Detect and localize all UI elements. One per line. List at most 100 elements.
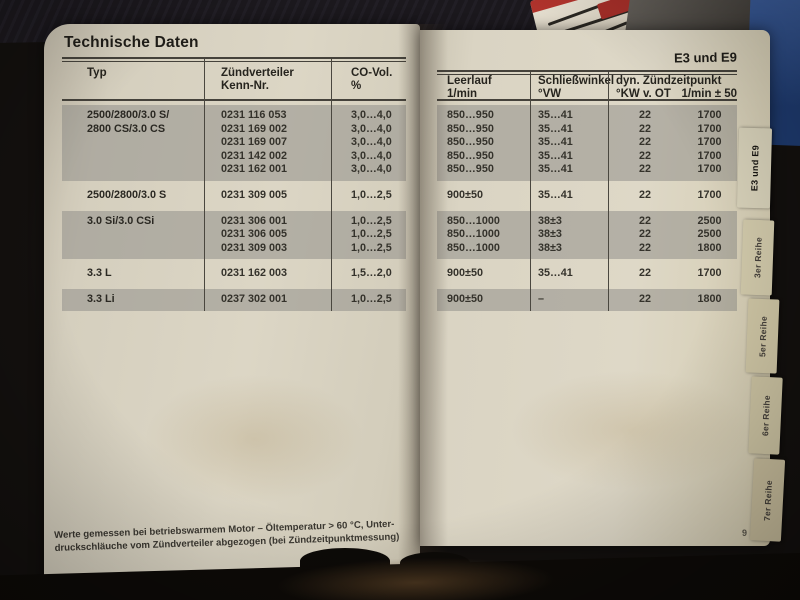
cell-drehzahl: 1800 [697, 292, 722, 305]
cell-leerlauf: 850…950 [447, 163, 494, 176]
table-group: 3.3 Li 0237 302 001 1,0…2,5 [62, 288, 406, 311]
cell-kw-vor-ot: 22 [638, 122, 651, 135]
page-number-right: 9 [742, 528, 748, 538]
index-tab-6er-reihe: 6er Reihe [748, 376, 783, 455]
cell-kw-vor-ot: 22 [638, 241, 651, 254]
cell-kenn-nr: 0231 309 005 [221, 188, 288, 201]
cell-typ: 3.0 Si/3.0 CSi [87, 214, 155, 227]
cell-co-vol: 3,0…4,0 [351, 163, 392, 176]
cell-schliesswinkel: 38±3 [538, 228, 562, 241]
index-tab-5er-reihe: 5er Reihe [745, 298, 780, 374]
cell-kenn-nr: 0231 309 003 [221, 241, 288, 254]
cell-schliesswinkel: 35…41 [538, 163, 573, 176]
table-group: 850…950 850…950 850…950 850…950 850…950 … [437, 105, 737, 181]
cell-drehzahl: 1700 [697, 267, 722, 280]
left-table-header: Typ Zündverteiler Kenn-Nr. CO-Vol. % [62, 59, 406, 101]
cell-leerlauf: 850…1000 [447, 241, 500, 254]
right-page: E3 und E9 Leerlauf 1/min Schließwinkel °… [420, 30, 770, 546]
cell-kw-vor-ot: 22 [638, 292, 651, 305]
cell-co-vol: 1,5…2,0 [351, 267, 392, 280]
cell-leerlauf: 850…950 [447, 109, 494, 121]
cell-drehzahl: 1800 [697, 241, 722, 254]
table-group: 900±50 35…41 22 1700 [437, 263, 737, 285]
column-header-leerlauf: Leerlauf [447, 75, 492, 87]
cell-kw-vor-ot: 22 [638, 188, 651, 201]
cell-co-vol: 3,0…4,0 [351, 149, 392, 162]
right-table: Leerlauf 1/min Schließwinkel °VW dyn. Zü… [437, 70, 737, 311]
column-divider [530, 72, 532, 311]
cell-schliesswinkel: – [538, 292, 545, 305]
table-group: 900±50 35…41 22 1700 [437, 185, 737, 207]
cell-schliesswinkel: 35…41 [538, 136, 573, 149]
cell-kw-vor-ot: 22 [638, 267, 651, 280]
cell-kenn-nr: 0231 162 003 [221, 267, 288, 280]
cell-kenn-nr: 0231 142 002 [221, 149, 288, 162]
cell-kenn-nr: 0231 162 001 [221, 163, 288, 176]
cell-kenn-nr: 0231 169 007 [221, 136, 288, 149]
cell-schliesswinkel: 35…41 [538, 122, 573, 135]
cell-drehzahl: 1700 [697, 136, 722, 149]
cell-drehzahl: 2500 [697, 228, 722, 241]
column-divider [204, 59, 206, 311]
cell-kw-vor-ot: 22 [638, 228, 651, 241]
column-header-zuendzeitpunkt: dyn. Zündzeitpunkt [616, 75, 722, 87]
cell-drehzahl: 1700 [697, 109, 722, 121]
cell-co-vol: 1,0…2,5 [351, 228, 392, 241]
column-divider [608, 72, 610, 311]
column-header-typ: Typ [87, 67, 107, 79]
cell-schliesswinkel: 38±3 [538, 241, 562, 254]
column-divider [331, 59, 333, 311]
paper-stain [510, 370, 750, 490]
page-title: Technische Daten [64, 34, 199, 51]
cell-leerlauf: 900±50 [447, 292, 483, 305]
cell-drehzahl: 2500 [697, 214, 722, 227]
paper-stain [144, 374, 364, 504]
cell-typ: 2500/2800/3.0 S/ [87, 109, 170, 121]
cell-kenn-nr: 0237 302 001 [221, 292, 288, 305]
cell-kw-vor-ot: 22 [638, 109, 651, 121]
index-tab-3er-reihe: 3er Reihe [740, 219, 775, 296]
left-page: Technische Daten Typ Zündverteiler Kenn-… [44, 24, 420, 586]
cell-leerlauf: 900±50 [447, 267, 483, 280]
cell-co-vol: 3,0…4,0 [351, 109, 392, 121]
cell-leerlauf: 850…950 [447, 149, 494, 162]
cell-schliesswinkel: 35…41 [538, 149, 573, 162]
cell-leerlauf: 900±50 [447, 188, 483, 201]
column-header-co-vol: CO-Vol. [351, 67, 393, 79]
table-group: 2500/2800/3.0 S 0231 309 005 1,0…2,5 [62, 185, 406, 207]
edition-label: E3 und E9 [674, 49, 738, 66]
table-group: 2500/2800/3.0 S/ 2800 CS/3.0 CS 0231 116… [62, 105, 406, 181]
table-group: 900±50 – 22 1800 [437, 288, 737, 311]
cell-drehzahl: 1700 [697, 188, 722, 201]
cell-schliesswinkel: 38±3 [538, 214, 562, 227]
cell-typ: 2500/2800/3.0 S [87, 188, 167, 201]
cell-typ: 2800 CS/3.0 CS [87, 122, 166, 135]
cell-kenn-nr: 0231 306 005 [221, 228, 288, 241]
cell-leerlauf: 850…1000 [447, 214, 500, 227]
table-group: 3.0 Si/3.0 CSi 0231 306 001 0231 306 005… [62, 210, 406, 260]
right-table-header: Leerlauf 1/min Schließwinkel °VW dyn. Zü… [437, 72, 737, 101]
cell-typ: 3.3 Li [87, 292, 115, 305]
cell-co-vol: 3,0…4,0 [351, 122, 392, 135]
cell-kw-vor-ot: 22 [638, 163, 651, 176]
cell-typ: 3.3 L [87, 267, 112, 280]
cell-co-vol: 1,0…2,5 [351, 241, 392, 254]
cell-leerlauf: 850…950 [447, 122, 494, 135]
table-surface-highlight [274, 553, 557, 600]
cell-co-vol: 1,0…2,5 [351, 188, 392, 201]
index-tab-e3-e9: E3 und E9 [736, 127, 773, 209]
cell-co-vol: 3,0…4,0 [351, 136, 392, 149]
cell-schliesswinkel: 35…41 [538, 188, 573, 201]
cell-co-vol: 1,0…2,5 [351, 214, 392, 227]
cell-kenn-nr: 0231 169 002 [221, 122, 288, 135]
table-group: 3.3 L 0231 162 003 1,5…2,0 [62, 263, 406, 285]
cell-kenn-nr: 0231 306 001 [221, 214, 288, 227]
cell-leerlauf: 850…1000 [447, 228, 500, 241]
cell-kw-vor-ot: 22 [638, 214, 651, 227]
cell-kw-vor-ot: 22 [638, 149, 651, 162]
left-table: Typ Zündverteiler Kenn-Nr. CO-Vol. % 250… [62, 57, 406, 311]
cell-kenn-nr: 0231 116 053 [221, 109, 287, 121]
cell-drehzahl: 1700 [697, 163, 722, 176]
cell-schliesswinkel: 35…41 [538, 109, 573, 121]
